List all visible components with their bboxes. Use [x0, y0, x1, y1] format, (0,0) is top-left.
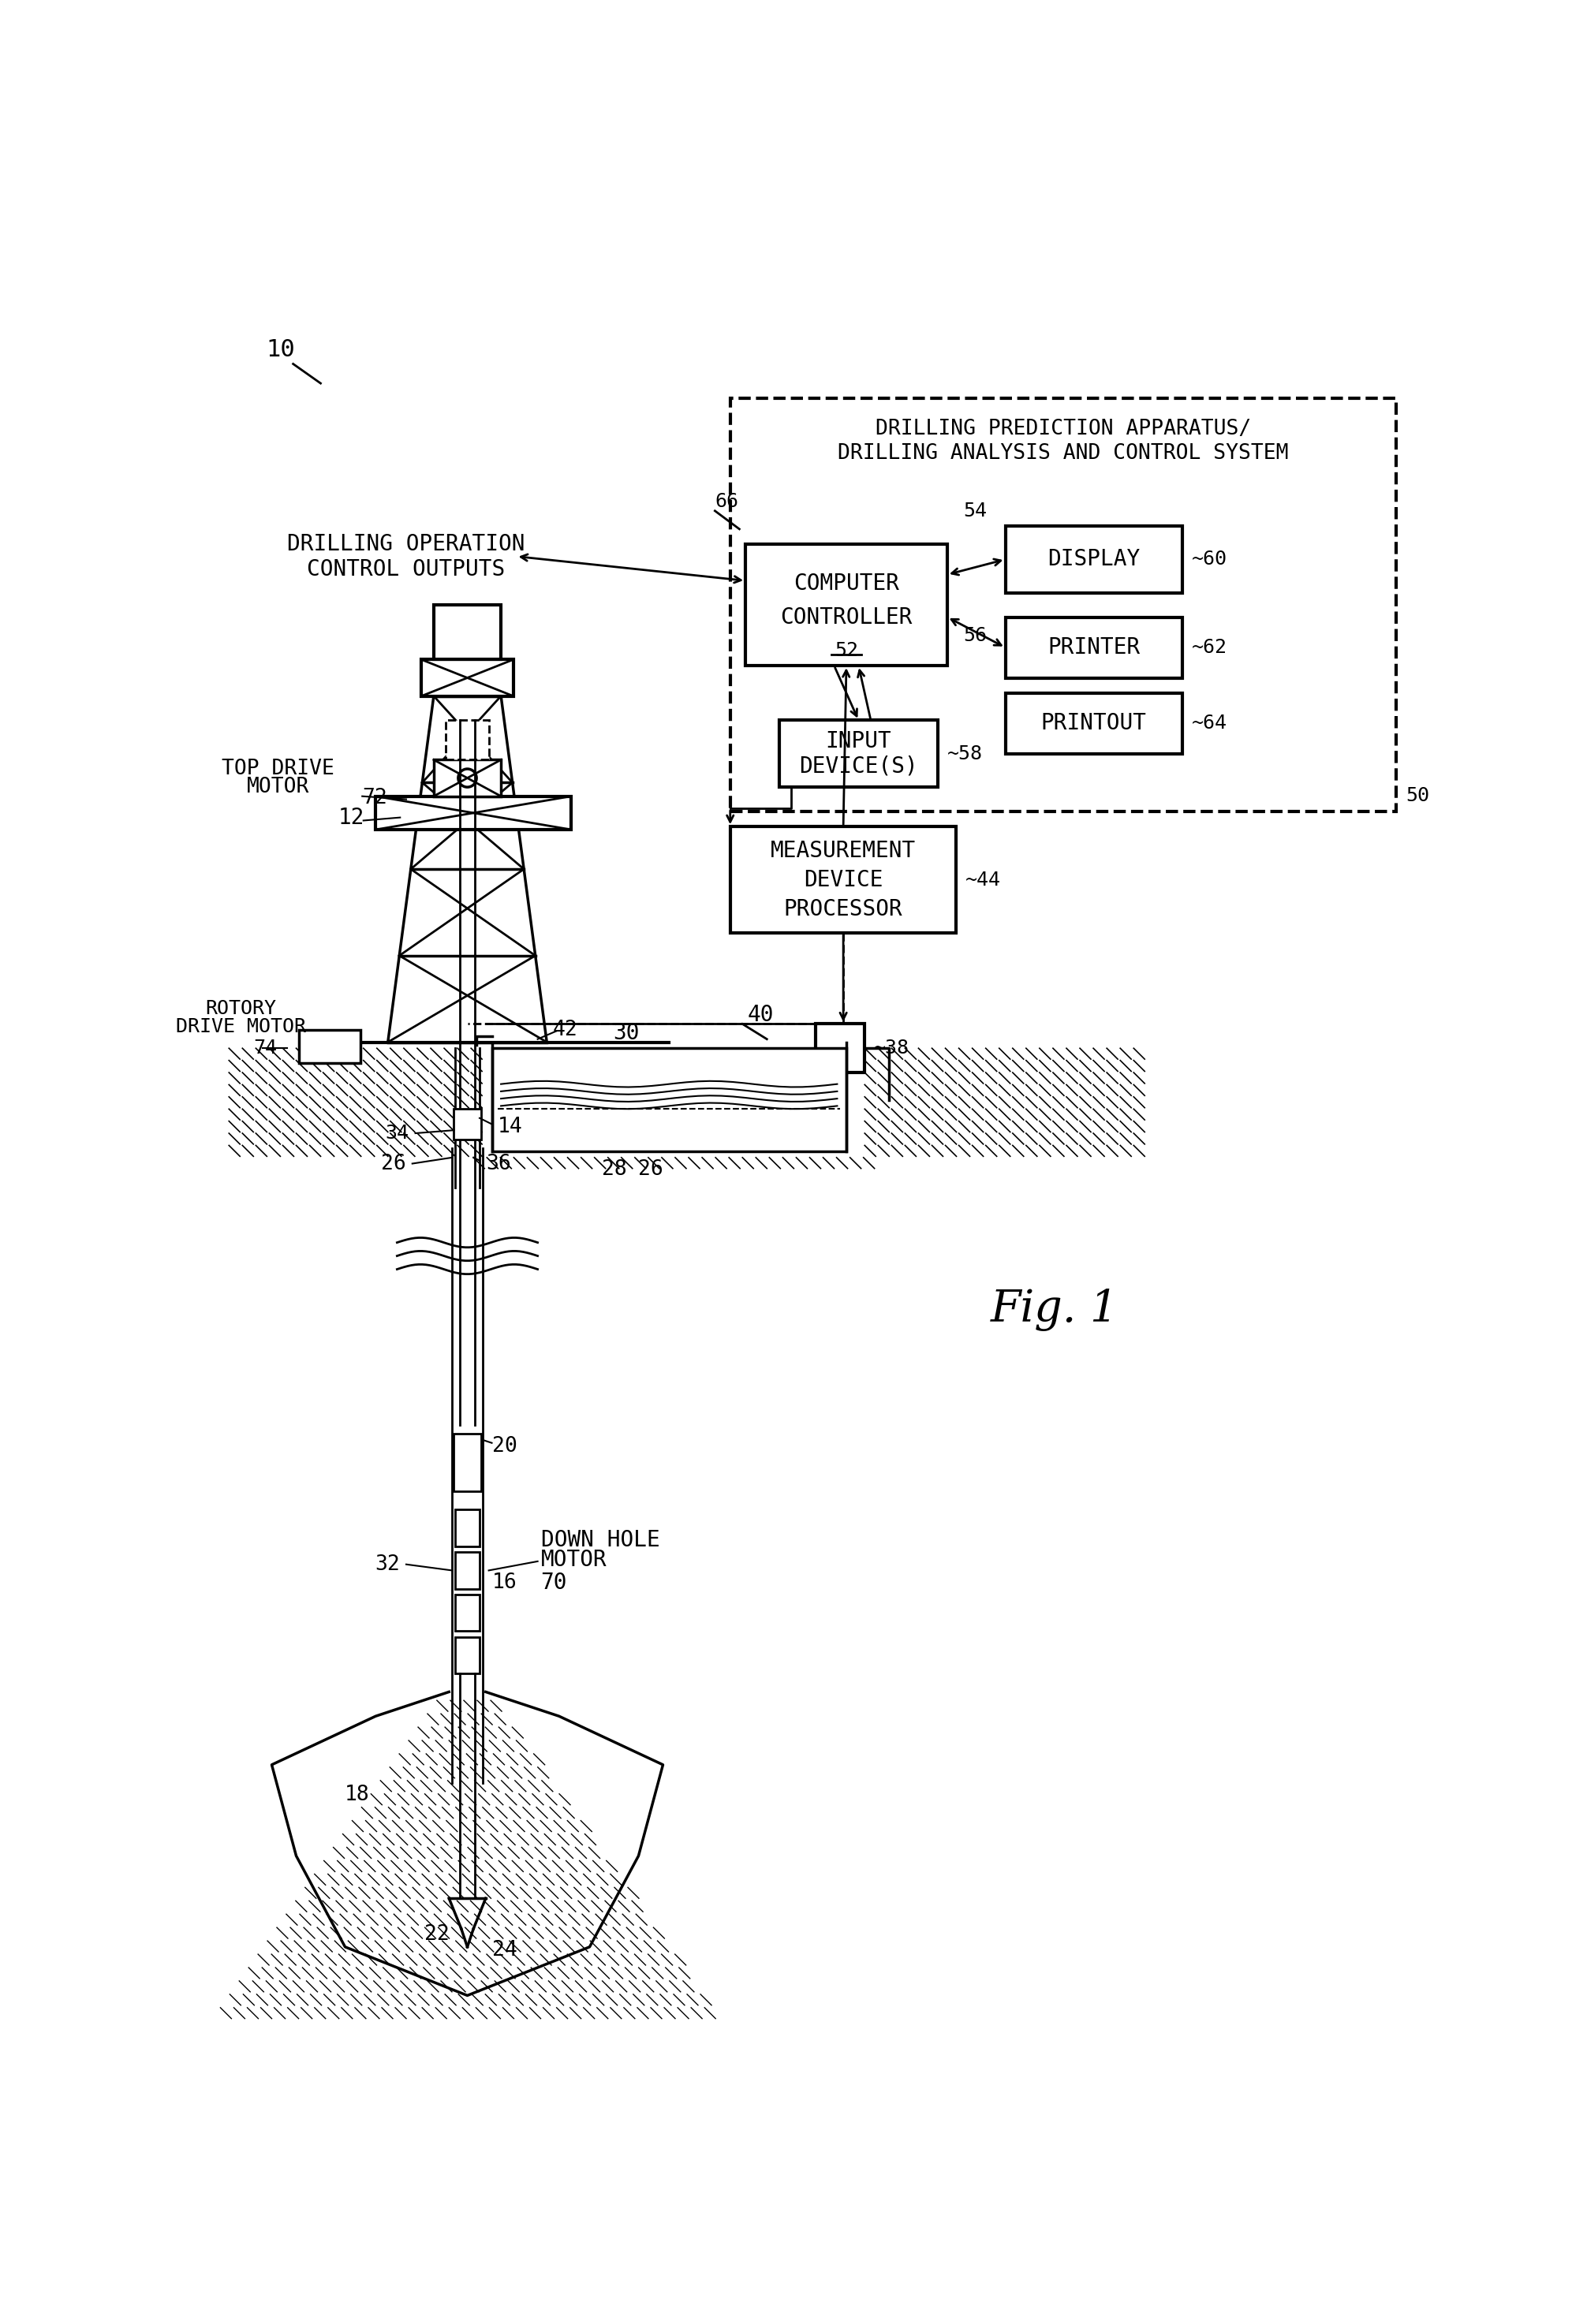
Bar	[455, 1511, 479, 1545]
Text: TOP DRIVE: TOP DRIVE	[222, 758, 335, 779]
Text: ~38: ~38	[874, 1039, 909, 1057]
Text: 32: 32	[375, 1555, 400, 1576]
Text: CONTROLLER: CONTROLLER	[781, 607, 913, 627]
Text: DEVICE(S): DEVICE(S)	[800, 755, 917, 776]
Text: 28: 28	[601, 1160, 627, 1181]
Text: DRILLING OPERATION: DRILLING OPERATION	[287, 532, 525, 555]
Text: ~64: ~64	[1192, 713, 1227, 732]
Bar	[455, 1594, 479, 1631]
Text: Fig. 1: Fig. 1	[990, 1287, 1119, 1332]
Text: DRILLING PREDICTION APPARATUS/: DRILLING PREDICTION APPARATUS/	[876, 418, 1251, 439]
Bar	[746, 544, 947, 665]
Text: 14: 14	[498, 1118, 524, 1136]
Text: 16: 16	[492, 1573, 517, 1592]
Text: 30: 30	[613, 1023, 640, 1043]
Text: 22: 22	[424, 1924, 449, 1945]
Text: 36: 36	[486, 1153, 511, 1174]
Text: MEASUREMENT: MEASUREMENT	[771, 839, 916, 862]
Bar	[300, 1030, 360, 1064]
Bar	[816, 1025, 865, 1071]
Text: 50: 50	[1406, 786, 1430, 806]
Text: 26: 26	[638, 1160, 663, 1181]
Text: 42: 42	[552, 1020, 578, 1041]
Text: MOTOR: MOTOR	[246, 776, 309, 797]
Bar	[433, 604, 501, 660]
Bar	[1005, 525, 1182, 593]
Bar	[492, 1048, 846, 1150]
Text: ~44: ~44	[965, 869, 1001, 890]
Text: INPUT: INPUT	[825, 730, 892, 753]
Bar	[730, 827, 957, 932]
Text: DEVICE: DEVICE	[803, 869, 882, 890]
Text: 70: 70	[541, 1571, 567, 1594]
Bar	[454, 1434, 481, 1492]
Bar	[433, 760, 501, 797]
Text: 56: 56	[963, 625, 987, 644]
Text: PRINTER: PRINTER	[1047, 637, 1139, 658]
Text: DISPLAY: DISPLAY	[1047, 548, 1139, 569]
Text: 52: 52	[835, 641, 859, 660]
Text: 10: 10	[267, 339, 295, 360]
Text: 24: 24	[492, 1941, 517, 1959]
Text: 12: 12	[338, 806, 365, 830]
Bar	[1005, 693, 1182, 753]
Text: ~60: ~60	[1192, 551, 1227, 569]
Text: PRINTOUT: PRINTOUT	[1041, 713, 1147, 734]
Bar	[454, 1109, 481, 1139]
Text: 20: 20	[492, 1436, 517, 1457]
Text: ~62: ~62	[1192, 639, 1227, 658]
Text: COMPUTER: COMPUTER	[794, 572, 900, 595]
Text: 72: 72	[362, 788, 387, 809]
Bar	[1005, 618, 1182, 679]
Text: CONTROL OUTPUTS: CONTROL OUTPUTS	[308, 558, 505, 581]
Text: PROCESSOR: PROCESSOR	[784, 897, 903, 920]
Bar	[779, 720, 938, 788]
Text: MOTOR: MOTOR	[541, 1548, 606, 1571]
Bar	[455, 1552, 479, 1590]
Text: 66: 66	[716, 493, 740, 511]
Text: ROTORY: ROTORY	[206, 999, 276, 1018]
Text: 18: 18	[344, 1785, 370, 1806]
Bar	[422, 660, 513, 697]
Text: 26: 26	[381, 1153, 406, 1174]
Bar	[730, 397, 1397, 811]
Text: DOWN HOLE: DOWN HOLE	[541, 1529, 660, 1550]
Text: 40: 40	[747, 1004, 774, 1025]
Bar	[376, 797, 571, 830]
Bar	[446, 720, 489, 760]
Text: DRILLING ANALYSIS AND CONTROL SYSTEM: DRILLING ANALYSIS AND CONTROL SYSTEM	[838, 444, 1289, 462]
Text: 54: 54	[963, 502, 987, 521]
Text: ~58: ~58	[947, 744, 982, 762]
Text: 34: 34	[386, 1125, 409, 1143]
Text: 74: 74	[254, 1039, 278, 1057]
Text: DRIVE MOTOR: DRIVE MOTOR	[176, 1018, 306, 1037]
Bar	[455, 1636, 479, 1673]
